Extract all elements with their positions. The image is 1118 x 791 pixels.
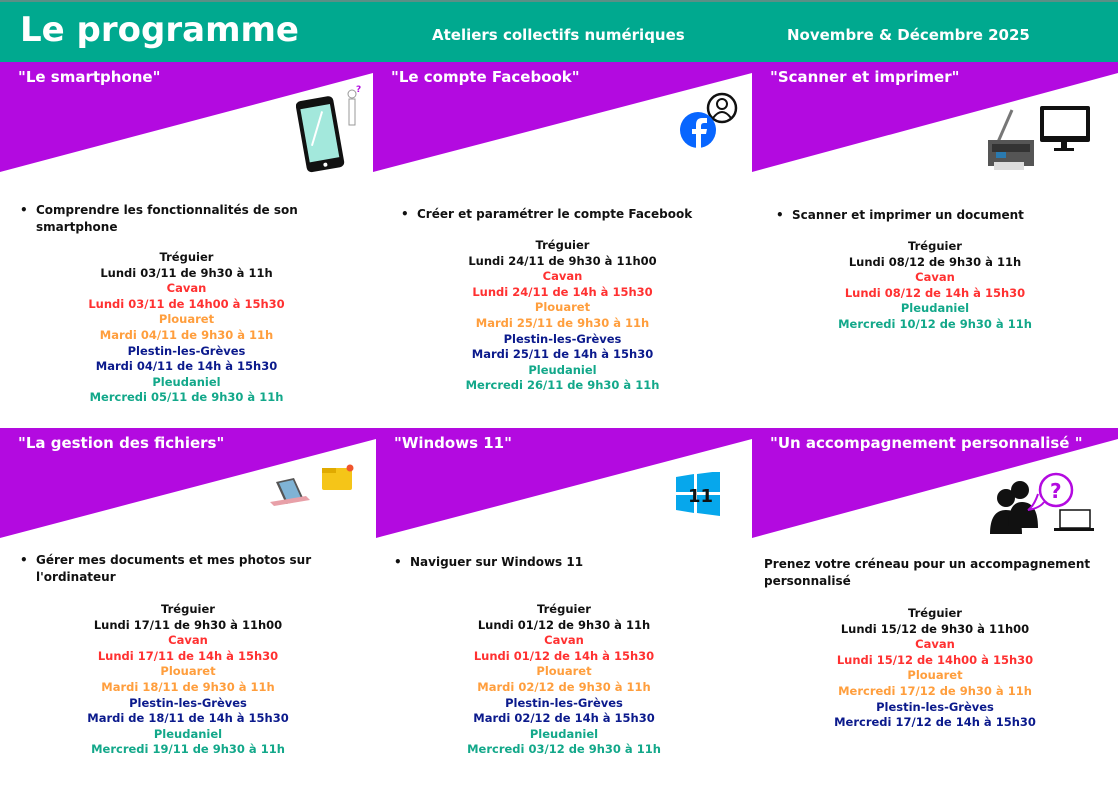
page-title: Le programme xyxy=(20,10,299,50)
session-location: Plestin-les-Grèves xyxy=(876,699,994,714)
header-banner: Le programme Ateliers collectifs numériq… xyxy=(0,0,1118,62)
workshop-panel: "Scanner et imprimer" Scanner et imprimer… xyxy=(752,62,1118,428)
printer-icon xyxy=(984,102,1094,178)
session-time: Lundi 01/12 de 14h à 15h30 xyxy=(473,648,655,663)
workshop-panel: "Un accompagnement personnalisé "? Prenez… xyxy=(752,428,1118,791)
session-time: Lundi 24/11 de 14h à 15h30 xyxy=(472,284,653,299)
facebook-icon xyxy=(678,92,742,156)
workshop-description: Créer et paramétrer le compte Facebook xyxy=(401,206,731,223)
session-location: Tréguier xyxy=(161,602,215,616)
session-list: Tréguier Lundi 15/12 de 9h30 à 11h00 Cavan… xyxy=(752,606,1118,731)
subtitle: Ateliers collectifs numériques xyxy=(432,26,685,44)
smartphone-icon: ? xyxy=(295,84,366,178)
session-time: Mercredi 17/12 de 14h à 15h30 xyxy=(834,715,1036,730)
workshop-panel: "Le smartphone"? Comprendre les fonctionn… xyxy=(0,62,373,428)
session-time: Mercredi 17/12 de 9h30 à 11h xyxy=(838,683,1032,698)
workshop-title: "Le compte Facebook" xyxy=(391,68,580,86)
workshop-description: Comprendre les fonctionnalités de son sm… xyxy=(20,202,310,236)
svg-text:11: 11 xyxy=(688,486,713,507)
session-location: Plestin-les-Grèves xyxy=(127,343,246,358)
workshop-title: "Un accompagnement personnalisé " xyxy=(770,434,1083,452)
session-location: Pleudaniel xyxy=(528,362,597,377)
session-location: Tréguier xyxy=(535,238,590,252)
session-location: Cavan xyxy=(915,637,955,652)
session-location: Plestin-les-Grèves xyxy=(503,331,622,346)
session-time: Mardi 04/11 de 9h30 à 11h xyxy=(99,327,274,342)
workshop-panel: "Le compte Facebook" Créer et paramétrer … xyxy=(373,62,752,428)
session-time: Mercredi 26/11 de 9h30 à 11h xyxy=(465,378,660,393)
workshop-title: "Le smartphone" xyxy=(18,68,161,86)
session-time: Mardi 18/11 de 9h30 à 11h xyxy=(101,679,275,694)
session-time: Lundi 17/11 de 9h30 à 11h00 xyxy=(93,617,283,632)
session-time: Lundi 15/12 de 14h00 à 15h30 xyxy=(836,652,1034,667)
laptop-folder-icon xyxy=(270,464,360,514)
session-time: Lundi 03/11 de 14h00 à 15h30 xyxy=(88,296,285,311)
session-location: Cavan xyxy=(168,633,208,648)
session-list: Tréguier Lundi 24/11 de 9h30 à 11h00 Cavan… xyxy=(373,238,752,394)
session-location: Pleudaniel xyxy=(152,374,221,389)
session-location: Plestin-les-Grèves xyxy=(505,695,623,710)
session-time: Mardi 25/11 de 9h30 à 11h xyxy=(475,315,650,330)
session-location: Pleudaniel xyxy=(153,726,223,741)
session-time: Mardi 02/12 de 14h à 15h30 xyxy=(473,711,655,726)
session-location: Cavan xyxy=(166,281,207,296)
session-location: Plouaret xyxy=(158,312,215,327)
workshop-title: "Scanner et imprimer" xyxy=(770,68,960,86)
session-list: Tréguier Lundi 01/12 de 9h30 à 11h Cavan Lu… xyxy=(376,602,752,758)
session-time: Mercredi 05/11 de 9h30 à 11h xyxy=(89,390,284,405)
session-time: Mercredi 03/12 de 9h30 à 11h xyxy=(467,742,661,757)
session-time: Lundi 08/12 de 14h à 15h30 xyxy=(844,285,1026,300)
workshop-description: Prenez votre créneau pour un accompagnem… xyxy=(764,557,1091,588)
session-time: Mercredi 10/12 de 9h30 à 11h xyxy=(838,316,1032,331)
workshop-panel: "Windows 11" 11 Naviguer sur Windows 11 Tré… xyxy=(376,428,752,791)
session-time: Mardi 02/12 de 9h30 à 11h xyxy=(477,679,651,694)
workshop-description: Gérer mes documents et mes photos sur l'… xyxy=(20,552,320,586)
session-list: Tréguier Lundi 08/12 de 9h30 à 11h Cavan Lu… xyxy=(752,239,1118,333)
session-location: Cavan xyxy=(542,269,583,284)
session-location: Pleudaniel xyxy=(900,301,970,316)
windows-icon: 11 xyxy=(676,471,720,520)
workshop-title: "Windows 11" xyxy=(394,434,512,452)
session-time: Mardi 25/11 de 14h à 15h30 xyxy=(471,347,654,362)
session-list: Tréguier Lundi 03/11 de 9h30 à 11h Cavan Lu… xyxy=(0,250,373,406)
session-location: Plouaret xyxy=(907,668,963,683)
session-time: Mardi 04/11 de 14h à 15h30 xyxy=(95,359,278,374)
session-location: Plouaret xyxy=(160,664,216,679)
session-location: Cavan xyxy=(544,633,584,648)
session-time: Mardi de 18/11 de 14h à 15h30 xyxy=(87,711,289,726)
session-time: Lundi 15/12 de 9h30 à 11h00 xyxy=(840,621,1030,636)
session-location: Tréguier xyxy=(537,602,591,616)
session-time: Lundi 01/12 de 9h30 à 11h xyxy=(477,617,651,632)
session-location: Pleudaniel xyxy=(529,726,599,741)
session-location: Tréguier xyxy=(159,250,214,264)
workshop-description: Scanner et imprimer un document xyxy=(776,207,1106,224)
session-time: Lundi 08/12 de 9h30 à 11h xyxy=(848,254,1022,269)
workshop-panel: "La gestion des fichiers" Gérer mes docum… xyxy=(0,428,376,791)
session-time: Mercredi 19/11 de 9h30 à 11h xyxy=(91,742,285,757)
svg-text:?: ? xyxy=(1050,479,1062,503)
session-location: Plestin-les-Grèves xyxy=(129,695,247,710)
session-location: Tréguier xyxy=(908,239,962,253)
session-location: Plouaret xyxy=(536,664,592,679)
workshop-description: Naviguer sur Windows 11 xyxy=(394,554,724,571)
session-location: Tréguier xyxy=(908,606,962,620)
svg-text:?: ? xyxy=(356,85,361,95)
period: Novembre & Décembre 2025 xyxy=(787,26,1030,44)
session-time: Lundi 17/11 de 14h à 15h30 xyxy=(97,648,279,663)
session-time: Lundi 03/11 de 9h30 à 11h xyxy=(100,265,273,280)
session-list: Tréguier Lundi 17/11 de 9h30 à 11h00 Cavan… xyxy=(0,602,376,758)
session-location: Plouaret xyxy=(534,300,591,315)
session-location: Cavan xyxy=(915,270,955,285)
session-time: Lundi 24/11 de 9h30 à 11h00 xyxy=(468,253,657,268)
people-chat-icon: ? xyxy=(984,468,1096,542)
workshop-title: "La gestion des fichiers" xyxy=(18,434,225,452)
